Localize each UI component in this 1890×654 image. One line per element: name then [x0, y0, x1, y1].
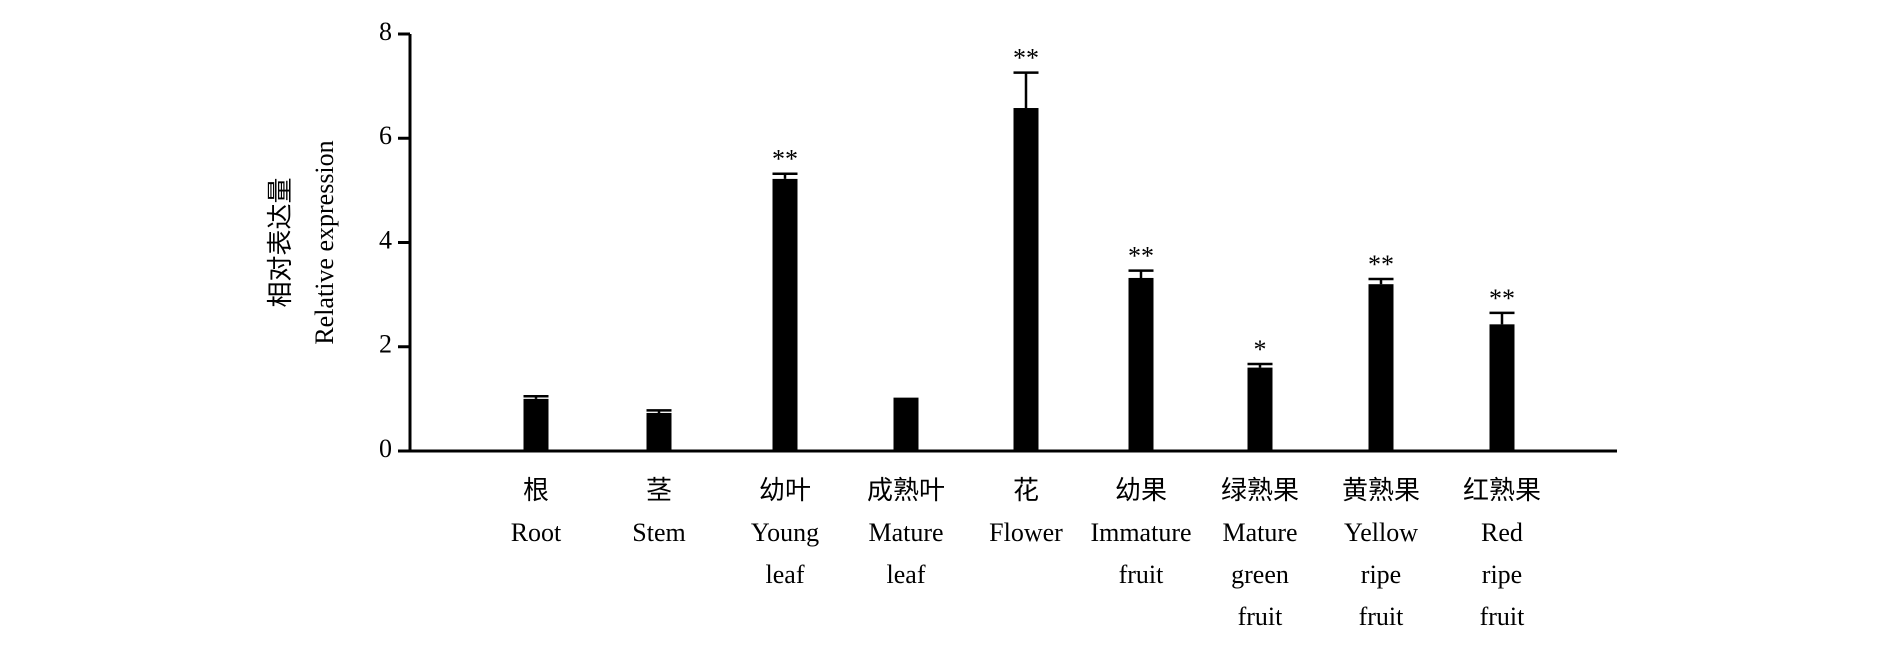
y-tick-label: 2	[379, 330, 392, 359]
x-tick-label: Red	[1481, 518, 1523, 547]
x-tick-label: Mature	[868, 518, 943, 547]
x-tick-label: 成熟叶	[867, 476, 945, 505]
bar	[1013, 108, 1039, 451]
x-tick-label: 幼果	[1115, 476, 1167, 505]
y-axis-label: Relative expression	[310, 140, 339, 344]
significance-label: **	[772, 145, 798, 174]
x-tick-label: Stem	[632, 518, 685, 547]
significance-label: *	[1254, 335, 1267, 364]
x-tick-label: Root	[511, 518, 562, 547]
x-tick-label: fruit	[1359, 602, 1405, 631]
y-tick-label: 6	[379, 121, 392, 150]
significance-label: **	[1368, 250, 1394, 279]
x-tick-label: 绿熟果	[1221, 476, 1299, 505]
error-bar	[1247, 362, 1273, 368]
y-tick-label: 4	[379, 225, 392, 254]
bar	[1489, 324, 1515, 451]
x-tick-label: Mature	[1222, 518, 1297, 547]
x-tick-label: leaf	[887, 560, 926, 589]
bar	[1128, 277, 1154, 451]
y-axis-label: 相对表达量	[266, 177, 295, 307]
x-tick-label: 茎	[646, 476, 672, 505]
x-tick-label: Flower	[989, 518, 1063, 547]
bar	[1247, 367, 1273, 451]
x-tick-label: 花	[1013, 476, 1039, 505]
x-tick-label: leaf	[766, 560, 805, 589]
bar	[893, 398, 919, 451]
x-tick-label: Yellow	[1344, 518, 1418, 547]
x-tick-label: 黄熟果	[1342, 476, 1420, 505]
x-tick-label: 红熟果	[1463, 476, 1541, 505]
error-bar	[1128, 269, 1154, 278]
x-tick-label: 根	[523, 476, 549, 505]
error-bar	[1368, 277, 1394, 285]
error-bar	[1489, 311, 1515, 325]
bar	[646, 412, 672, 451]
y-tick-label: 8	[379, 17, 392, 46]
x-tick-label: fruit	[1480, 602, 1526, 631]
x-tick-label: green	[1231, 560, 1289, 589]
x-tick-label: fruit	[1119, 560, 1165, 589]
error-bar	[1013, 71, 1039, 109]
x-tick-label: 幼叶	[759, 476, 811, 505]
bar	[523, 398, 549, 451]
error-bar	[523, 395, 549, 399]
x-tick-label: ripe	[1361, 560, 1401, 589]
error-bar	[646, 409, 672, 413]
bar	[772, 178, 798, 451]
y-tick-label: 0	[379, 434, 392, 463]
x-tick-label: Immature	[1090, 518, 1191, 547]
significance-label: **	[1489, 284, 1515, 313]
x-tick-label: Young	[751, 518, 819, 547]
significance-label: **	[1128, 242, 1154, 271]
x-tick-label: fruit	[1238, 602, 1284, 631]
bar	[1368, 284, 1394, 451]
x-tick-label: ripe	[1482, 560, 1522, 589]
error-bar	[772, 172, 798, 179]
significance-label: **	[1013, 44, 1039, 73]
